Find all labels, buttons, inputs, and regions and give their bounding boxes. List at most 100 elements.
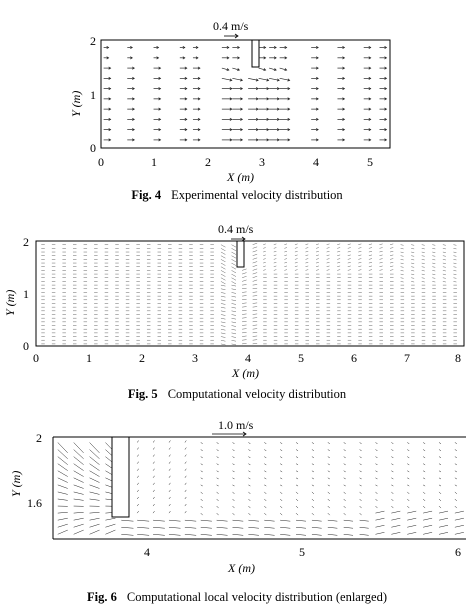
fig6-vector (105, 517, 116, 521)
fig6-vector (422, 456, 426, 459)
fig6-vector (153, 534, 165, 536)
fig4-vector-head (197, 66, 201, 70)
fig6-vector (311, 456, 315, 459)
fig5-scale-label: 0.4 m/s (218, 222, 254, 236)
fig6-vector (121, 519, 134, 522)
fig6-vector (280, 519, 291, 522)
fig4-vector-head (384, 46, 388, 50)
fig4-scale-arrow (224, 33, 239, 39)
fig4-vector-head (276, 87, 280, 91)
fig6-vector (136, 489, 139, 493)
fig6-vector (73, 523, 84, 528)
fig5-vector (252, 321, 258, 323)
fig6-vector (343, 519, 354, 522)
fig6-vector (311, 477, 315, 480)
fig5-xtick-7: 7 (404, 351, 410, 365)
fig5-vector (400, 277, 404, 279)
fig4-vector-head (108, 76, 112, 80)
fig5-vector (231, 318, 237, 320)
fig6-vector (407, 532, 417, 535)
fig6-vector (295, 442, 299, 444)
fig4-vector-head (276, 138, 280, 142)
fig4-vector-head (368, 66, 372, 70)
fig6-vector (232, 470, 235, 473)
fig5-vector (347, 247, 351, 249)
fig4-vector-head (229, 128, 233, 132)
fig4-vector-head (108, 87, 112, 91)
fig5-vector (294, 254, 298, 256)
fig5-vector (421, 270, 425, 272)
fig5-vector (294, 247, 298, 249)
fig5-vector (326, 269, 330, 271)
fig5-vector (294, 258, 298, 260)
fig5-vector (442, 273, 446, 275)
fig5-vector (389, 251, 394, 253)
fig4-vector-head (273, 56, 277, 60)
fig5-vector (231, 303, 237, 305)
fig6-vector (407, 442, 410, 444)
fig6-ytick-1.6: 1.6 (27, 496, 42, 510)
fig6-vector (391, 524, 401, 528)
fig4-vector-head (368, 138, 372, 142)
fig6-vector (311, 470, 315, 473)
fig6-vector (327, 442, 330, 444)
fig5-vector (316, 258, 319, 260)
fig5-vector (242, 321, 247, 323)
fig5-vector (305, 251, 309, 253)
fig5-vector (379, 262, 383, 264)
fig5-vector (231, 244, 237, 248)
fig6-vector (184, 534, 197, 536)
fig5-vector (252, 268, 258, 271)
fig6-vector (375, 510, 385, 514)
fig5-vector (400, 248, 404, 250)
fig5-vector (316, 251, 319, 253)
fig4-vector-head (263, 68, 267, 72)
fig4-vector-head (384, 107, 388, 111)
fig6-vector (57, 463, 68, 471)
fig4-vector-head (266, 128, 270, 132)
fig5-vector (220, 270, 226, 274)
fig6-vector (184, 526, 197, 529)
fig4-vector-head (182, 56, 186, 60)
fig6-vector (296, 526, 306, 529)
fig6-vector (232, 498, 235, 502)
fig6-vector (375, 491, 378, 495)
fig5-vector (453, 248, 457, 250)
fig4-xtick-1: 1 (151, 155, 157, 169)
fig6-vector (216, 519, 228, 522)
fig6-vector (359, 463, 362, 466)
fig4-vector-head (384, 138, 388, 142)
fig4-vector-head (276, 97, 280, 101)
fig4-vector-head (316, 117, 319, 121)
fig6-vector (200, 498, 203, 502)
fig5-vector (326, 251, 330, 253)
fig6-vector (391, 449, 394, 451)
fig5-vector (242, 317, 247, 319)
fig5-vector (305, 258, 309, 260)
fig5-vector (411, 277, 415, 279)
fig5-vector (421, 255, 425, 257)
fig6-vector (343, 456, 346, 459)
fig5-vector (252, 246, 258, 249)
fig6-vector (423, 532, 433, 535)
fig4-vector-head (130, 46, 133, 50)
fig5-vector (231, 255, 237, 259)
fig5-vector (442, 266, 446, 268)
fig6-vector (407, 484, 410, 487)
fig6-vector (168, 496, 171, 500)
fig6-vector (343, 470, 346, 473)
fig5-vector (242, 328, 247, 330)
fig6-vector (200, 534, 212, 536)
fig6-vector (375, 470, 378, 473)
fig4-vector-head (368, 46, 372, 50)
fig6-vector (216, 534, 228, 536)
fig6-vector (232, 463, 235, 466)
fig5-vector (231, 259, 237, 263)
fig5-vector (252, 257, 258, 260)
fig5-vector (252, 317, 258, 319)
fig6-vector (391, 442, 394, 444)
fig5-vector (220, 273, 226, 277)
fig5-vector (379, 243, 383, 245)
fig4-vector (221, 77, 232, 81)
fig4-vector-head (276, 128, 280, 132)
